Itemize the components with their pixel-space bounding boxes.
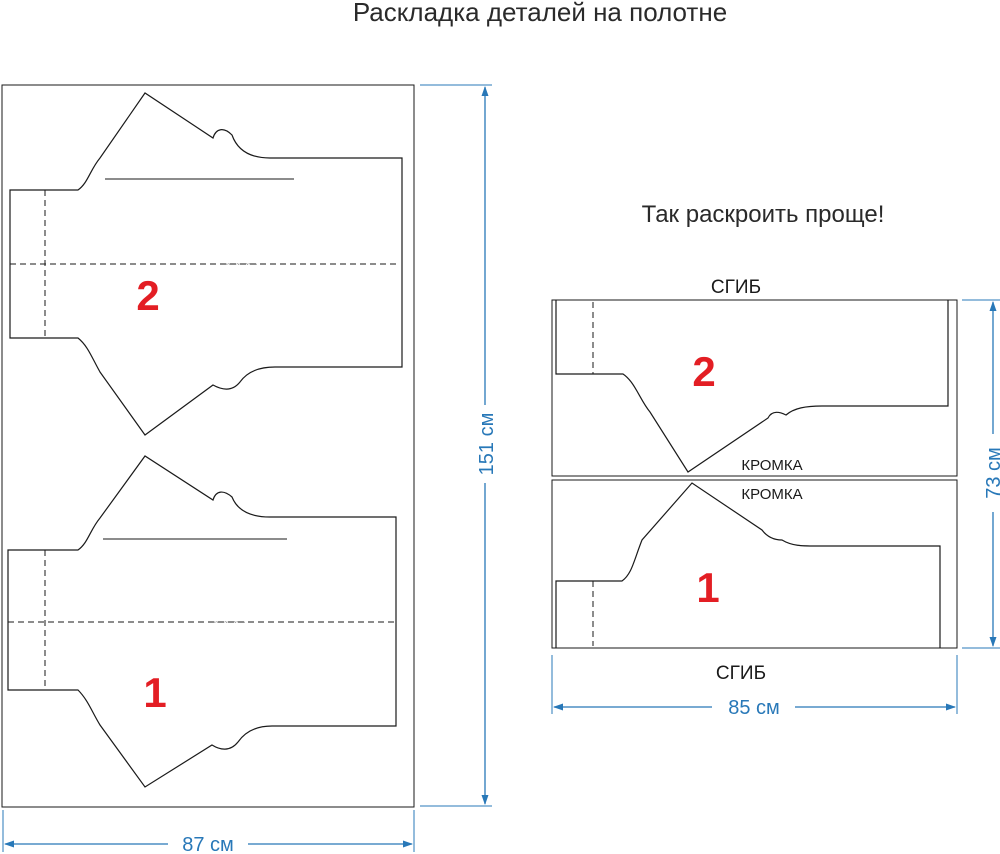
selvage-lower-label: КРОМКА xyxy=(741,486,802,503)
left-width-label: 87 см xyxy=(182,834,234,854)
right-lower-strip xyxy=(551,479,958,649)
right-piece-2-number: 2 xyxy=(692,348,715,395)
left-piece-1: ~~~~~~~~ ~~~~~~~~~~~~ xyxy=(7,455,397,788)
left-piece-2-number: 2 xyxy=(136,272,159,319)
right-piece-2-outline xyxy=(555,300,949,473)
left-piece-2-center-mark: ~~~~~~~~~~~~ xyxy=(222,262,257,268)
fold-top-label: СГИБ xyxy=(711,277,761,298)
right-piece-2 xyxy=(555,300,949,473)
left-fabric-layout: ~~~~~~~~ ~~~~~~~~~~~~ 2 ~~~~~~~~ ~~~~~~~… xyxy=(1,84,498,854)
left-height-label: 151 см xyxy=(476,413,498,476)
left-fabric-rect xyxy=(1,84,415,808)
left-piece-2-outline xyxy=(9,92,403,436)
left-piece-2-grain-mark: ~~~~~~~~ xyxy=(222,177,245,183)
right-piece-1 xyxy=(555,482,941,648)
page-title: Раскладка деталей на полотне xyxy=(353,0,727,27)
subtitle: Так раскроить проще! xyxy=(642,201,885,228)
fold-bottom-label: СГИБ xyxy=(716,663,766,684)
right-piece-1-outline xyxy=(555,482,941,648)
right-upper-strip xyxy=(551,299,958,477)
left-piece-2: ~~~~~~~~ ~~~~~~~~~~~~ xyxy=(9,92,403,436)
right-width-label: 85 см xyxy=(728,697,780,719)
right-piece-1-number: 1 xyxy=(696,564,719,611)
selvage-upper-label: КРОМКА xyxy=(741,457,802,474)
left-piece-1-outline xyxy=(7,455,397,788)
right-height-label: 73 см xyxy=(983,447,1000,499)
left-piece-1-center-mark: ~~~~~~~~~~~~ xyxy=(210,620,245,626)
left-piece-1-grain-mark: ~~~~~~~~ xyxy=(215,537,238,543)
right-fabric-layout: СГИБ 2 КРОМКА КРОМКА 1 СГИБ 85 см 73 см xyxy=(551,277,1000,719)
left-piece-1-number: 1 xyxy=(143,669,166,716)
